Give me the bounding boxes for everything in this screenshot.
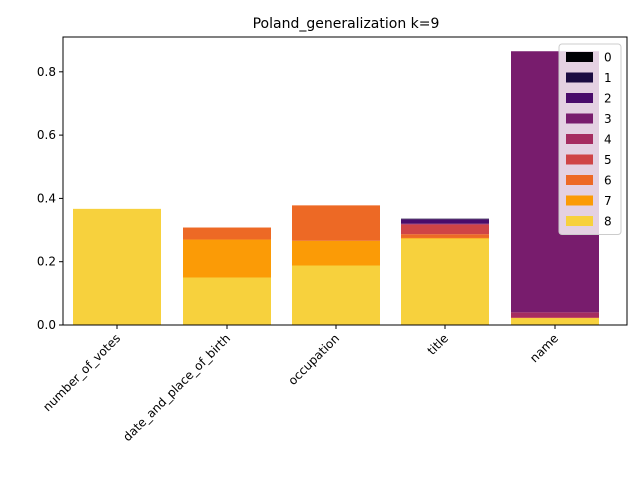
chart-title: Poland_generalization k=9 bbox=[253, 16, 440, 32]
legend-label-0: 0 bbox=[604, 51, 612, 65]
y-tick-label: 0.0 bbox=[37, 318, 56, 332]
legend-swatch-1 bbox=[566, 72, 593, 83]
y-tick-label: 0.4 bbox=[37, 191, 56, 205]
legend-swatch-5 bbox=[566, 154, 593, 165]
y-tick-label: 0.2 bbox=[37, 255, 56, 269]
legend-label-2: 2 bbox=[604, 92, 612, 106]
legend-swatch-8 bbox=[566, 216, 593, 226]
x-tick-label-date_and_place_of_birth: date_and_place_of_birth bbox=[120, 331, 233, 444]
bar-segment-number_of_votes-series-8 bbox=[73, 208, 161, 325]
bar-segment-title-series-8 bbox=[401, 238, 489, 325]
y-tick-label: 0.6 bbox=[37, 128, 56, 142]
legend-label-5: 5 bbox=[604, 153, 612, 167]
legend-swatch-7 bbox=[566, 195, 593, 206]
legend-swatch-3 bbox=[566, 113, 593, 124]
bar-segment-name-series-8 bbox=[511, 318, 599, 325]
bar-segment-title-series-7 bbox=[401, 237, 489, 239]
legend-swatch-0 bbox=[566, 52, 593, 62]
legend-label-6: 6 bbox=[604, 174, 612, 188]
x-tick-label-number_of_votes: number_of_votes bbox=[40, 331, 123, 414]
legend-label-8: 8 bbox=[604, 215, 612, 229]
legend-swatch-6 bbox=[566, 175, 593, 185]
legend-label-3: 3 bbox=[604, 112, 612, 126]
x-tick-label-name: name bbox=[527, 331, 561, 365]
bar-segment-occupation-series-7 bbox=[292, 240, 380, 266]
bar-segment-date_and_place_of_birth-series-8 bbox=[183, 277, 271, 325]
legend-label-4: 4 bbox=[604, 133, 612, 147]
bar-segment-title-series-4 bbox=[401, 223, 489, 225]
bar-segment-date_and_place_of_birth-series-6 bbox=[183, 227, 271, 240]
bar-segment-name-series-4 bbox=[511, 312, 599, 318]
bar-segment-occupation-series-6 bbox=[292, 205, 380, 241]
bar-segment-title-series-1 bbox=[401, 218, 489, 220]
y-tick-label: 0.8 bbox=[37, 65, 56, 79]
x-tick-label-occupation: occupation bbox=[285, 331, 342, 388]
legend-label-1: 1 bbox=[604, 71, 612, 85]
bar-segment-title-series-6 bbox=[401, 234, 489, 238]
bar-segment-title-series-5 bbox=[401, 224, 489, 235]
x-tick-label-title: title bbox=[425, 331, 451, 357]
legend-swatch-2 bbox=[566, 93, 593, 103]
legend: 0 1 2 3 4 5 6 7 8 bbox=[558, 43, 622, 235]
bar-segment-occupation-series-8 bbox=[292, 265, 380, 325]
bar-segment-date_and_place_of_birth-series-7 bbox=[183, 239, 271, 278]
plot-frame bbox=[62, 36, 628, 326]
bar-segment-name-series-5 bbox=[511, 317, 599, 319]
bars-layer bbox=[73, 51, 599, 325]
legend-swatch-4 bbox=[566, 134, 593, 144]
legend-label-7: 7 bbox=[604, 194, 612, 208]
bar-segment-title-series-2 bbox=[401, 219, 489, 224]
